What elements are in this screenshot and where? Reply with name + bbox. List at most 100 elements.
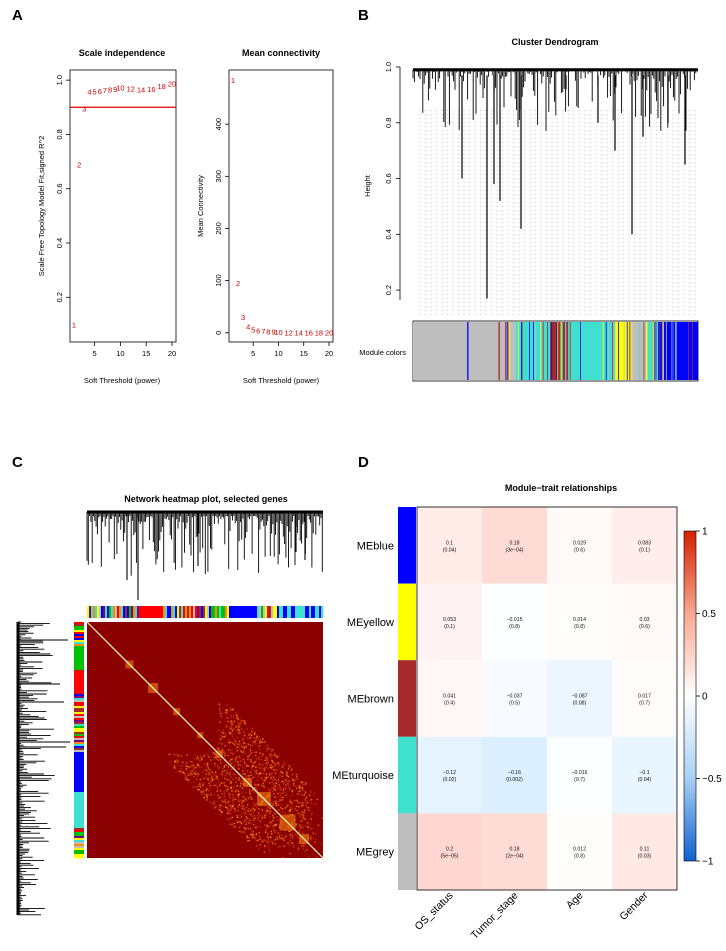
heatmap-cell [247, 765, 249, 767]
heatmap-cell [254, 786, 256, 789]
module-color-segment [74, 728, 84, 731]
heatmap-cell [250, 797, 253, 799]
heatmap-cell [214, 774, 217, 777]
heatmap-cell [316, 798, 318, 801]
heatmap-cell [254, 837, 256, 839]
correlation-value: 0.11 [640, 847, 650, 853]
heatmap-cell [273, 782, 275, 785]
module-color-streak [608, 322, 609, 380]
heatmap-cell [253, 742, 255, 744]
x-tick-label: 5 [93, 349, 97, 358]
heatmap-cell [249, 749, 252, 751]
module-color-segment [74, 682, 84, 685]
correlation-cell [547, 813, 612, 890]
heatmap-cell [254, 815, 256, 817]
heatmap-cell [302, 827, 304, 829]
module-color-segment [74, 712, 84, 715]
heatmap-cell [225, 725, 228, 727]
module-color-streak [673, 322, 675, 380]
heatmap-cell [220, 809, 222, 811]
heatmap-cell [238, 768, 240, 770]
heatmap-cell [203, 792, 206, 795]
module-color-swatch [398, 583, 416, 661]
module-color-segment [74, 752, 84, 755]
heatmap-cell [259, 838, 261, 840]
heatmap-cell [262, 785, 264, 788]
heatmap-cell [300, 826, 303, 829]
module-color-segment [317, 606, 320, 618]
heatmap-cell [238, 755, 240, 758]
module-color-streak [605, 322, 607, 380]
heatmap-cell [282, 788, 285, 790]
heatmap-cell [198, 788, 200, 791]
module-color-segment [213, 606, 216, 618]
heatmap-cell [304, 809, 306, 811]
module-color-segment [145, 606, 148, 618]
module-color-segment [74, 652, 84, 655]
data-point-label: 18 [315, 328, 323, 337]
heatmap-cell [293, 782, 295, 784]
heatmap-cell [207, 780, 210, 782]
heatmap-cell [261, 784, 263, 787]
heatmap-cell [231, 730, 234, 732]
module-color-segment [74, 644, 84, 647]
module-color-streak [659, 322, 661, 380]
heatmap-cell [235, 730, 237, 732]
scale-independence-frame [69, 69, 177, 343]
heatmap-cell [265, 749, 268, 752]
module-color-segment [95, 606, 98, 618]
heatmap-cell [295, 773, 298, 776]
heatmap-cell [280, 789, 282, 791]
heatmap-cell [243, 730, 246, 733]
module-color-segment [103, 606, 106, 618]
heatmap-cell [195, 778, 198, 781]
heatmap-cell [248, 836, 250, 839]
module-color-segment [74, 626, 84, 629]
module-color-segment [281, 606, 284, 618]
column-label: OS_status [412, 890, 455, 933]
module-color-segment [74, 738, 84, 741]
module-color-segment [105, 606, 108, 618]
module-color-streak [556, 322, 558, 380]
heatmap-cell [206, 794, 209, 797]
heatmap-cell [232, 709, 234, 711]
heatmap-cell [244, 820, 246, 822]
heatmap-cell [184, 776, 187, 778]
heatmap-cell [239, 821, 242, 823]
heatmap-cell [302, 783, 304, 786]
heatmap-cell [250, 735, 252, 737]
heatmap-cell [267, 791, 270, 793]
heatmap-cell [212, 800, 215, 803]
heatmap-cell [269, 755, 271, 757]
heatmap-cell [230, 787, 233, 789]
heatmap-cell [310, 799, 312, 801]
heatmap-cell [231, 726, 233, 728]
heatmap-cell [238, 732, 241, 735]
heatmap-cell [247, 775, 249, 777]
module-color-segment [251, 606, 254, 618]
module-color-segment [295, 606, 298, 618]
heatmap-cell [273, 816, 275, 819]
heatmap-cell [231, 762, 233, 765]
module-color-segment [131, 606, 134, 618]
module-color-segment [74, 790, 84, 793]
heatmap-cell [243, 800, 245, 802]
heatmap-cell [230, 758, 232, 761]
module-color-segment [221, 606, 224, 618]
heatmap-cell [213, 802, 215, 804]
module-color-segment [217, 606, 220, 618]
heatmap-cell [259, 748, 261, 751]
heatmap-cell [272, 776, 275, 779]
heatmap-cell [252, 802, 255, 804]
heatmap-cell [197, 789, 199, 791]
module-color-streak [551, 322, 553, 380]
heatmap-cell [269, 773, 271, 776]
heatmap-cell [270, 787, 273, 789]
heatmap-cell [245, 823, 247, 825]
module-color-segment [74, 632, 84, 635]
heatmap-cell [236, 761, 238, 764]
heatmap-cell [232, 823, 234, 825]
heatmap-cell [267, 845, 269, 848]
heatmap-cell [274, 839, 276, 841]
module-color-segment [289, 606, 292, 618]
